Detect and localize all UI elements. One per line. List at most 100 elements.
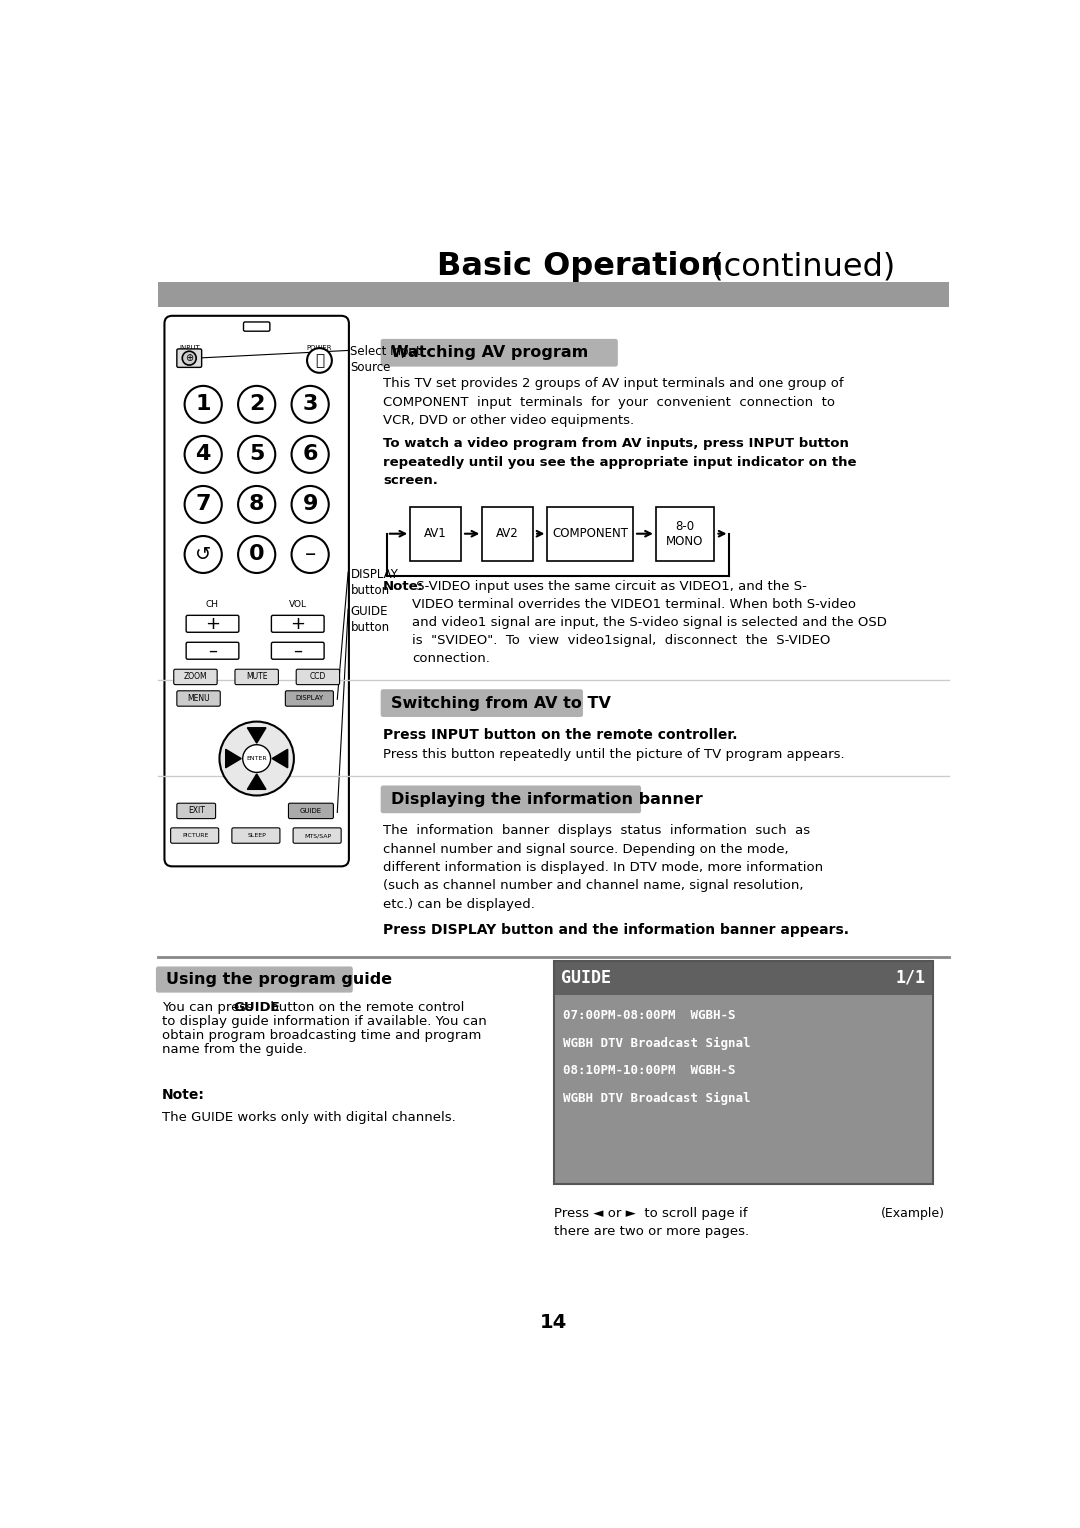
Text: To watch a video program from AV inputs, press INPUT button
repeatedly until you: To watch a video program from AV inputs,…	[383, 437, 856, 487]
Text: COMPONENT: COMPONENT	[552, 527, 627, 541]
FancyBboxPatch shape	[482, 507, 532, 561]
Text: ENTER: ENTER	[246, 756, 267, 761]
FancyBboxPatch shape	[554, 995, 933, 1184]
FancyBboxPatch shape	[656, 507, 714, 561]
Text: GUIDE: GUIDE	[300, 808, 322, 814]
Text: DISPLAY: DISPLAY	[295, 695, 324, 701]
FancyBboxPatch shape	[177, 348, 202, 367]
Text: MTS/SAP: MTS/SAP	[305, 833, 332, 837]
Circle shape	[183, 351, 197, 365]
Text: Using the program guide: Using the program guide	[166, 972, 392, 987]
FancyBboxPatch shape	[186, 642, 239, 659]
Text: 1: 1	[195, 394, 211, 414]
FancyBboxPatch shape	[235, 669, 279, 685]
FancyBboxPatch shape	[171, 828, 218, 843]
Text: obtain program broadcasting time and program: obtain program broadcasting time and pro…	[162, 1028, 482, 1042]
Polygon shape	[247, 727, 266, 743]
Text: SLEEP: SLEEP	[247, 833, 266, 837]
FancyBboxPatch shape	[410, 507, 460, 561]
Text: –: –	[208, 642, 217, 660]
Text: 1/1: 1/1	[895, 969, 926, 987]
Text: VOL: VOL	[288, 601, 307, 610]
FancyBboxPatch shape	[243, 322, 270, 332]
Text: 0: 0	[248, 544, 265, 564]
Text: EXIT: EXIT	[188, 807, 205, 816]
Circle shape	[238, 486, 275, 523]
Circle shape	[185, 435, 221, 472]
Text: –: –	[305, 544, 315, 564]
Text: 8: 8	[248, 495, 265, 515]
Circle shape	[292, 536, 328, 573]
Text: +: +	[291, 614, 306, 633]
FancyBboxPatch shape	[186, 616, 239, 633]
Text: Press this button repeatedly until the picture of TV program appears.: Press this button repeatedly until the p…	[383, 747, 845, 761]
Text: The  information  banner  displays  status  information  such  as
channel number: The information banner displays status i…	[383, 824, 823, 911]
FancyBboxPatch shape	[288, 804, 334, 819]
Text: MENU: MENU	[187, 694, 210, 703]
FancyBboxPatch shape	[296, 669, 339, 685]
FancyBboxPatch shape	[232, 828, 280, 843]
Text: WGBH DTV Broadcast Signal: WGBH DTV Broadcast Signal	[563, 1036, 751, 1050]
Text: 2: 2	[249, 394, 265, 414]
Polygon shape	[272, 749, 287, 767]
Polygon shape	[247, 775, 266, 790]
Text: CH: CH	[206, 601, 219, 610]
Text: AV1: AV1	[424, 527, 447, 541]
Text: 08:10PM-10:00PM  WGBH-S: 08:10PM-10:00PM WGBH-S	[563, 1063, 735, 1077]
FancyBboxPatch shape	[271, 642, 324, 659]
FancyBboxPatch shape	[177, 804, 216, 819]
Text: 4: 4	[195, 445, 211, 465]
FancyBboxPatch shape	[380, 689, 583, 717]
FancyBboxPatch shape	[285, 691, 334, 706]
Text: CCD: CCD	[310, 672, 326, 681]
Text: POWER: POWER	[307, 345, 333, 351]
FancyBboxPatch shape	[177, 691, 220, 706]
Text: –: –	[294, 642, 302, 660]
Text: DISPLAY
button: DISPLAY button	[350, 568, 399, 597]
Circle shape	[292, 486, 328, 523]
Circle shape	[292, 435, 328, 472]
Text: Basic Operation: Basic Operation	[437, 251, 724, 283]
FancyBboxPatch shape	[174, 669, 217, 685]
Text: +: +	[205, 614, 220, 633]
Text: 3: 3	[302, 394, 318, 414]
Polygon shape	[226, 749, 241, 767]
Text: ⏻: ⏻	[315, 353, 324, 368]
Text: (Example): (Example)	[881, 1207, 945, 1221]
FancyBboxPatch shape	[293, 828, 341, 843]
Text: INPUT: INPUT	[179, 345, 200, 351]
Text: The GUIDE works only with digital channels.: The GUIDE works only with digital channe…	[162, 1111, 456, 1125]
Text: Press ◄ or ►  to scroll page if
there are two or more pages.: Press ◄ or ► to scroll page if there are…	[554, 1207, 748, 1239]
Text: S-VIDEO input uses the same circuit as VIDEO1, and the S-
VIDEO terminal overrid: S-VIDEO input uses the same circuit as V…	[413, 581, 888, 665]
FancyBboxPatch shape	[380, 785, 642, 813]
Text: name from the guide.: name from the guide.	[162, 1042, 307, 1056]
Text: 7: 7	[195, 495, 211, 515]
Text: (continued): (continued)	[701, 251, 895, 283]
Text: AV2: AV2	[496, 527, 518, 541]
Text: Select Input
Source: Select Input Source	[350, 345, 421, 374]
Circle shape	[238, 435, 275, 472]
Text: Note:: Note:	[162, 1088, 205, 1102]
Text: Press DISPLAY button and the information banner appears.: Press DISPLAY button and the information…	[383, 923, 849, 937]
Circle shape	[219, 721, 294, 796]
Text: 6: 6	[302, 445, 318, 465]
FancyBboxPatch shape	[548, 507, 633, 561]
Text: WGBH DTV Broadcast Signal: WGBH DTV Broadcast Signal	[563, 1093, 751, 1105]
Circle shape	[185, 387, 221, 423]
Text: Watching AV program: Watching AV program	[391, 345, 588, 361]
FancyBboxPatch shape	[554, 961, 933, 995]
Circle shape	[292, 387, 328, 423]
Text: 14: 14	[540, 1314, 567, 1332]
Circle shape	[238, 536, 275, 573]
FancyBboxPatch shape	[156, 966, 353, 993]
Text: to display guide information if available. You can: to display guide information if availabl…	[162, 1015, 487, 1028]
Text: ↺: ↺	[195, 545, 212, 564]
Text: This TV set provides 2 groups of AV input terminals and one group of
COMPONENT  : This TV set provides 2 groups of AV inpu…	[383, 377, 843, 428]
Text: GUIDE
button: GUIDE button	[350, 605, 390, 634]
Text: Switching from AV to TV: Switching from AV to TV	[391, 695, 610, 711]
Text: GUIDE: GUIDE	[562, 969, 611, 987]
Text: You can press: You can press	[162, 1001, 257, 1015]
Circle shape	[185, 486, 221, 523]
Text: Note:: Note:	[383, 581, 424, 593]
Text: 9: 9	[302, 495, 318, 515]
